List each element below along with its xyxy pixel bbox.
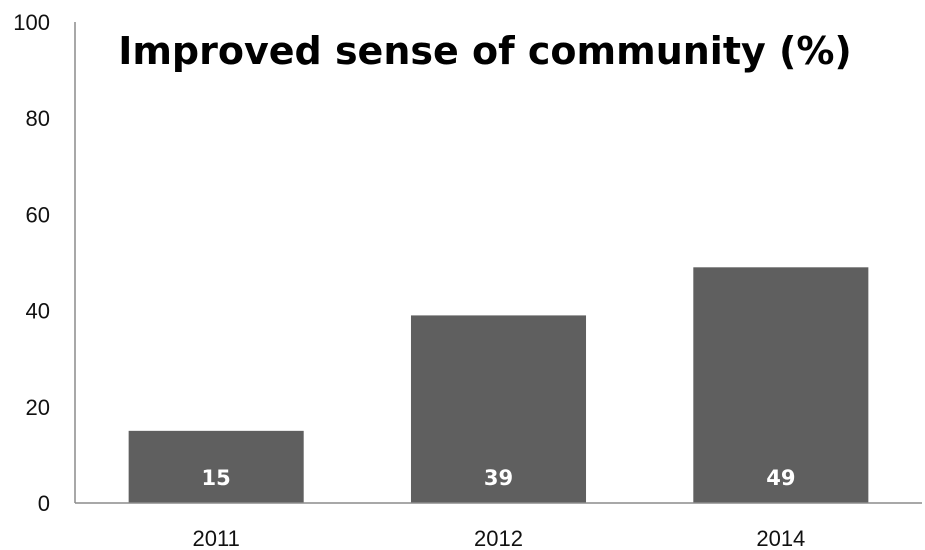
x-tick-label: 2011: [193, 526, 240, 550]
bar-2014: [693, 267, 869, 503]
x-tick-label: 2014: [756, 526, 805, 550]
y-tick-label: 100: [13, 10, 50, 35]
y-tick-label: 80: [26, 106, 50, 131]
chart-title: Improved sense of community (%): [118, 29, 852, 73]
y-axis-ticks: 0 20 40 60 80 100: [13, 10, 50, 516]
y-tick-label: 20: [26, 395, 50, 420]
bar-2011: [128, 430, 304, 503]
bar-2012: [410, 315, 587, 503]
data-label-2014: 49: [766, 466, 795, 490]
x-tick-label: 2012: [474, 526, 523, 550]
y-tick-label: 40: [26, 299, 50, 324]
y-tick-label: 0: [38, 491, 50, 516]
y-tick-label: 60: [26, 202, 50, 227]
data-label-2012: 39: [484, 466, 513, 490]
bars: 15 39 49: [128, 267, 869, 503]
data-label-2011: 15: [202, 466, 231, 490]
x-axis-ticks: 2011 2012 2014: [193, 526, 806, 550]
